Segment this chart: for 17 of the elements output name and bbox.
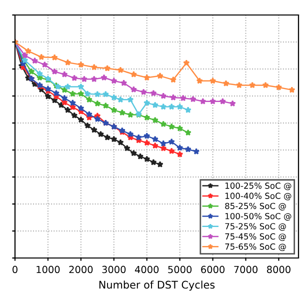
x-tick-label: 5000 [168,266,192,274]
x-tick-label: 4000 [134,266,159,274]
legend-label: 75-25% SoC @ [225,223,286,231]
x-tick-label: 6000 [201,266,225,274]
x-tick-label: 7000 [234,266,258,274]
legend-label: 75-45% SoC @ [225,233,286,241]
legend-label: 100-50% SoC @ [225,212,292,221]
legend-label: 85-25% SoC @ [225,202,286,210]
x-tick-label: 2000 [69,266,93,274]
x-axis-title: Number of DST Cycles [99,280,215,291]
x-tick-label: 3000 [102,266,126,274]
x-tick-label: 8000 [267,266,290,274]
x-tick-label: 0 [12,266,18,274]
legend-label: 100-25% SoC @ [225,182,292,190]
legend-label: 100-40% SoC @ [225,192,292,200]
legend-label: 75-65% SoC @ [225,243,286,252]
x-tick-label: 1000 [36,266,60,274]
